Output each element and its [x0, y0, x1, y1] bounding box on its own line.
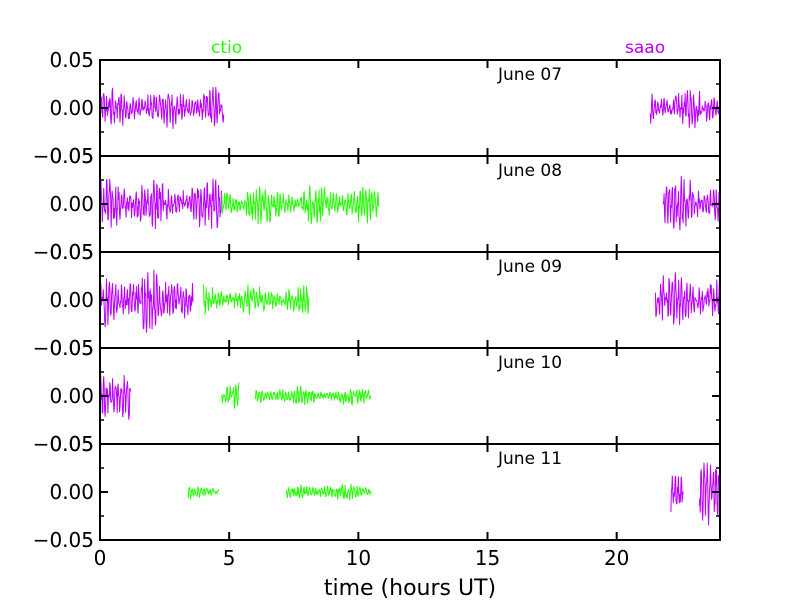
y-tick-label: 0.00	[49, 96, 94, 120]
legend-entry-saao: saao	[625, 38, 665, 58]
series-trace-saao	[100, 87, 225, 129]
y-tick-label: 0.05	[49, 144, 94, 168]
series-trace-saao	[654, 272, 720, 325]
y-tick-label: −0.05	[33, 336, 94, 360]
panel-4: 0.05 0.00 −0.05 June 10	[33, 336, 721, 456]
series-trace-saao	[100, 269, 194, 333]
panel-date-label: June 11	[497, 449, 562, 469]
y-tick-label: 0.05	[49, 336, 94, 360]
y-tick-label: −0.05	[33, 528, 94, 552]
panel-date-label: June 10	[497, 353, 562, 373]
legend-entry-ctio: ctio	[211, 38, 242, 58]
x-axis: 0 5 10 15 20	[94, 546, 630, 570]
y-tick-label: 0.05	[49, 432, 94, 456]
legend: ctio saao	[211, 38, 665, 58]
series-trace-saao	[100, 371, 132, 420]
series-trace-saao	[100, 178, 222, 230]
series-trace-saao	[698, 462, 720, 526]
y-tick-label: 0.00	[49, 192, 94, 216]
x-tick-label: 20	[604, 546, 629, 570]
series-trace-ctio	[221, 185, 380, 225]
panel-date-label: June 09	[497, 257, 562, 277]
panel-5: 0.05 0.00 −0.05 June 11	[33, 432, 721, 552]
panels: 0.05 0.00 −0.05 June 07 0.05 0.00 −0.05 June 08…	[33, 48, 721, 552]
panel-1: 0.05 0.00 −0.05 June 07	[33, 48, 721, 168]
series-trace-ctio	[187, 486, 220, 500]
series-trace-saao	[649, 90, 720, 129]
panel-date-label: June 07	[497, 65, 562, 85]
series-trace-saao	[662, 176, 720, 231]
x-tick-label: 5	[223, 546, 236, 570]
y-tick-label: 0.05	[49, 240, 94, 264]
series-trace-saao	[670, 475, 684, 513]
panel-frame	[99, 347, 721, 445]
x-tick-label: 15	[475, 546, 500, 570]
x-tick-label: 10	[346, 546, 371, 570]
series-trace-ctio	[221, 382, 240, 409]
series-trace-ctio	[254, 385, 372, 407]
panel-2: 0.05 0.00 −0.05 June 08	[33, 144, 721, 264]
y-tick-label: 0.00	[49, 288, 94, 312]
y-tick-label: 0.05	[49, 48, 94, 72]
panel-3: 0.05 0.00 −0.05 June 09	[33, 240, 721, 360]
x-axis-title: time (hours UT)	[324, 576, 496, 600]
panel-date-label: June 08	[497, 161, 562, 181]
series-trace-ctio	[202, 284, 310, 316]
y-tick-label: 0.00	[49, 480, 94, 504]
y-tick-label: −0.05	[33, 144, 94, 168]
series-trace-ctio	[285, 482, 372, 501]
y-tick-label: 0.00	[49, 384, 94, 408]
y-tick-label: −0.05	[33, 432, 94, 456]
x-tick-label: 0	[94, 546, 107, 570]
y-tick-label: −0.05	[33, 240, 94, 264]
